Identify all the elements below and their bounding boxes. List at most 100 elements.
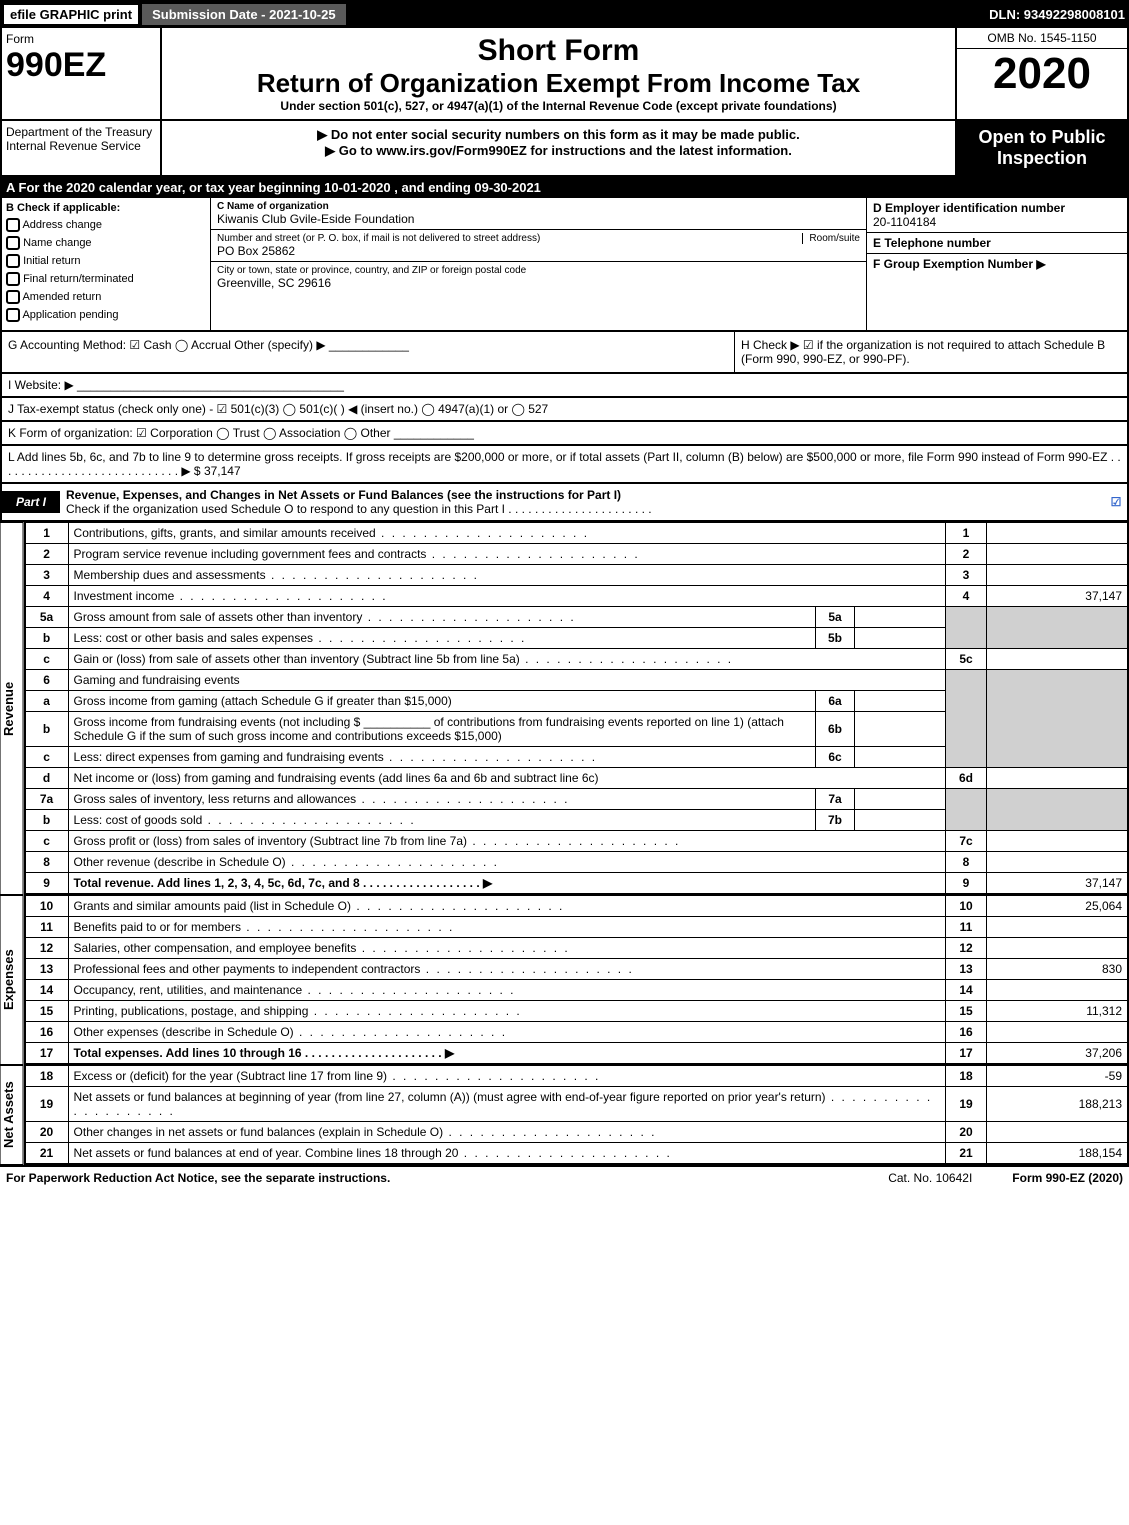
group-exemption-label: F Group Exemption Number ▶ bbox=[873, 257, 1046, 271]
line-num: 6 bbox=[25, 670, 69, 691]
line-desc: Grants and similar amounts paid (list in… bbox=[68, 896, 945, 917]
submission-date: Submission Date - 2021-10-25 bbox=[142, 4, 346, 25]
line-val: -59 bbox=[987, 1066, 1129, 1087]
city-label: City or town, state or province, country… bbox=[217, 265, 860, 276]
line-desc: Other changes in net assets or fund bala… bbox=[68, 1122, 945, 1143]
schedule-b-check: H Check ▶ ☑ if the organization is not r… bbox=[734, 332, 1127, 372]
line-val: 37,206 bbox=[987, 1043, 1129, 1065]
line-rn: 10 bbox=[946, 896, 987, 917]
sub-line-num: 7b bbox=[816, 810, 855, 831]
goto-text: ▶ Go to www.irs.gov/Form990EZ for instru… bbox=[168, 143, 949, 159]
checkbox-icon[interactable] bbox=[6, 308, 20, 322]
footer-center: Cat. No. 10642I bbox=[888, 1171, 972, 1185]
footer-right: Form 990-EZ (2020) bbox=[1012, 1171, 1123, 1185]
line-desc: Gaming and fundraising events bbox=[68, 670, 945, 691]
box-b-title: B Check if applicable: bbox=[6, 202, 120, 214]
line-val bbox=[987, 768, 1129, 789]
line-desc: Occupancy, rent, utilities, and maintena… bbox=[68, 980, 945, 1001]
line-desc: Gross amount from sale of assets other t… bbox=[68, 607, 815, 628]
line-rn: 4 bbox=[946, 586, 987, 607]
part-i-checkbox[interactable]: ☑ bbox=[1105, 495, 1127, 509]
sub-val bbox=[855, 607, 946, 628]
name-org-label: C Name of organization bbox=[217, 201, 329, 212]
sub-line-num: 5b bbox=[816, 628, 855, 649]
sub-line-num: 5a bbox=[816, 607, 855, 628]
checkbox-icon[interactable] bbox=[6, 236, 20, 250]
entity-info-block: B Check if applicable: Address change Na… bbox=[0, 198, 1129, 332]
shaded-cell bbox=[946, 607, 987, 649]
line-num: 8 bbox=[25, 852, 69, 873]
line-desc: Net assets or fund balances at beginning… bbox=[68, 1087, 945, 1122]
line-rn: 17 bbox=[946, 1043, 987, 1065]
line-val bbox=[987, 1022, 1129, 1043]
checkbox-icon[interactable] bbox=[6, 272, 20, 286]
checkbox-icon[interactable] bbox=[6, 290, 20, 304]
part-i-title-text: Revenue, Expenses, and Changes in Net As… bbox=[66, 488, 621, 502]
addr-change: Address change bbox=[22, 219, 102, 231]
shaded-cell bbox=[987, 789, 1129, 831]
line-num: 5a bbox=[25, 607, 69, 628]
sub-val bbox=[855, 810, 946, 831]
box-b: B Check if applicable: Address change Na… bbox=[2, 198, 211, 330]
form-number-box: Form 990EZ bbox=[2, 28, 162, 119]
line-desc: Contributions, gifts, grants, and simila… bbox=[68, 523, 945, 544]
checkbox-icon[interactable] bbox=[6, 218, 20, 232]
room-label: Room/suite bbox=[802, 233, 860, 244]
sub-val bbox=[855, 789, 946, 810]
line-desc: Printing, publications, postage, and shi… bbox=[68, 1001, 945, 1022]
tax-year: 2020 bbox=[957, 49, 1127, 99]
form-org-row: K Form of organization: ☑ Corporation ◯ … bbox=[0, 422, 1129, 446]
shaded-cell bbox=[946, 670, 987, 768]
street-address: PO Box 25862 bbox=[217, 244, 860, 258]
line-desc: Professional fees and other payments to … bbox=[68, 959, 945, 980]
line-num: 17 bbox=[25, 1043, 69, 1065]
line-val bbox=[987, 544, 1129, 565]
sub-line-num: 6b bbox=[816, 712, 855, 747]
row-gh: G Accounting Method: ☑ Cash ◯ Accrual Ot… bbox=[0, 332, 1129, 374]
part-i-tab: Part I bbox=[2, 491, 60, 513]
line-num: c bbox=[25, 831, 69, 852]
line-rn: 18 bbox=[946, 1066, 987, 1087]
line-num: 7a bbox=[25, 789, 69, 810]
total-revenue-text: Total revenue. Add lines 1, 2, 3, 4, 5c,… bbox=[74, 876, 493, 890]
line-rn: 11 bbox=[946, 917, 987, 938]
line-num: 4 bbox=[25, 586, 69, 607]
line-desc: Less: direct expenses from gaming and fu… bbox=[68, 747, 815, 768]
line-num: c bbox=[25, 649, 69, 670]
line-num: 15 bbox=[25, 1001, 69, 1022]
checkbox-icon[interactable] bbox=[6, 254, 20, 268]
line-desc: Program service revenue including govern… bbox=[68, 544, 945, 565]
dept-treasury: Department of the Treasury bbox=[6, 125, 156, 139]
org-name: Kiwanis Club Gvile-Eside Foundation bbox=[217, 212, 860, 226]
omb-number: OMB No. 1545-1150 bbox=[957, 28, 1127, 49]
form-number: 990EZ bbox=[6, 46, 156, 85]
expenses-section: Expenses 10Grants and similar amounts pa… bbox=[0, 895, 1129, 1065]
name-change: Name change bbox=[23, 237, 92, 249]
under-section-text: Under section 501(c), 527, or 4947(a)(1)… bbox=[168, 99, 949, 113]
city-state-zip: Greenville, SC 29616 bbox=[217, 276, 860, 290]
app-pending: Application pending bbox=[22, 309, 118, 321]
line-desc: Less: cost of goods sold bbox=[68, 810, 815, 831]
line-desc: Other expenses (describe in Schedule O) bbox=[68, 1022, 945, 1043]
sub-val bbox=[855, 712, 946, 747]
line-num: d bbox=[25, 768, 69, 789]
line-val bbox=[987, 649, 1129, 670]
shaded-cell bbox=[987, 670, 1129, 768]
line-rn: 5c bbox=[946, 649, 987, 670]
line-num: b bbox=[25, 810, 69, 831]
line-rn: 7c bbox=[946, 831, 987, 852]
line-num: 10 bbox=[25, 896, 69, 917]
line-rn: 21 bbox=[946, 1143, 987, 1165]
line-num: b bbox=[25, 628, 69, 649]
line-val bbox=[987, 917, 1129, 938]
instruction-center: ▶ Do not enter social security numbers o… bbox=[162, 121, 955, 175]
line-rn: 13 bbox=[946, 959, 987, 980]
short-form-title: Short Form bbox=[168, 34, 949, 68]
tax-period-bar: A For the 2020 calendar year, or tax yea… bbox=[0, 177, 1129, 198]
do-not-text: ▶ Do not enter social security numbers o… bbox=[168, 127, 949, 143]
dln: DLN: 93492298008101 bbox=[989, 7, 1125, 22]
sub-val bbox=[855, 747, 946, 768]
part-i-check-line: Check if the organization used Schedule … bbox=[66, 502, 652, 516]
line-num: 13 bbox=[25, 959, 69, 980]
department-box: Department of the Treasury Internal Reve… bbox=[2, 121, 162, 175]
